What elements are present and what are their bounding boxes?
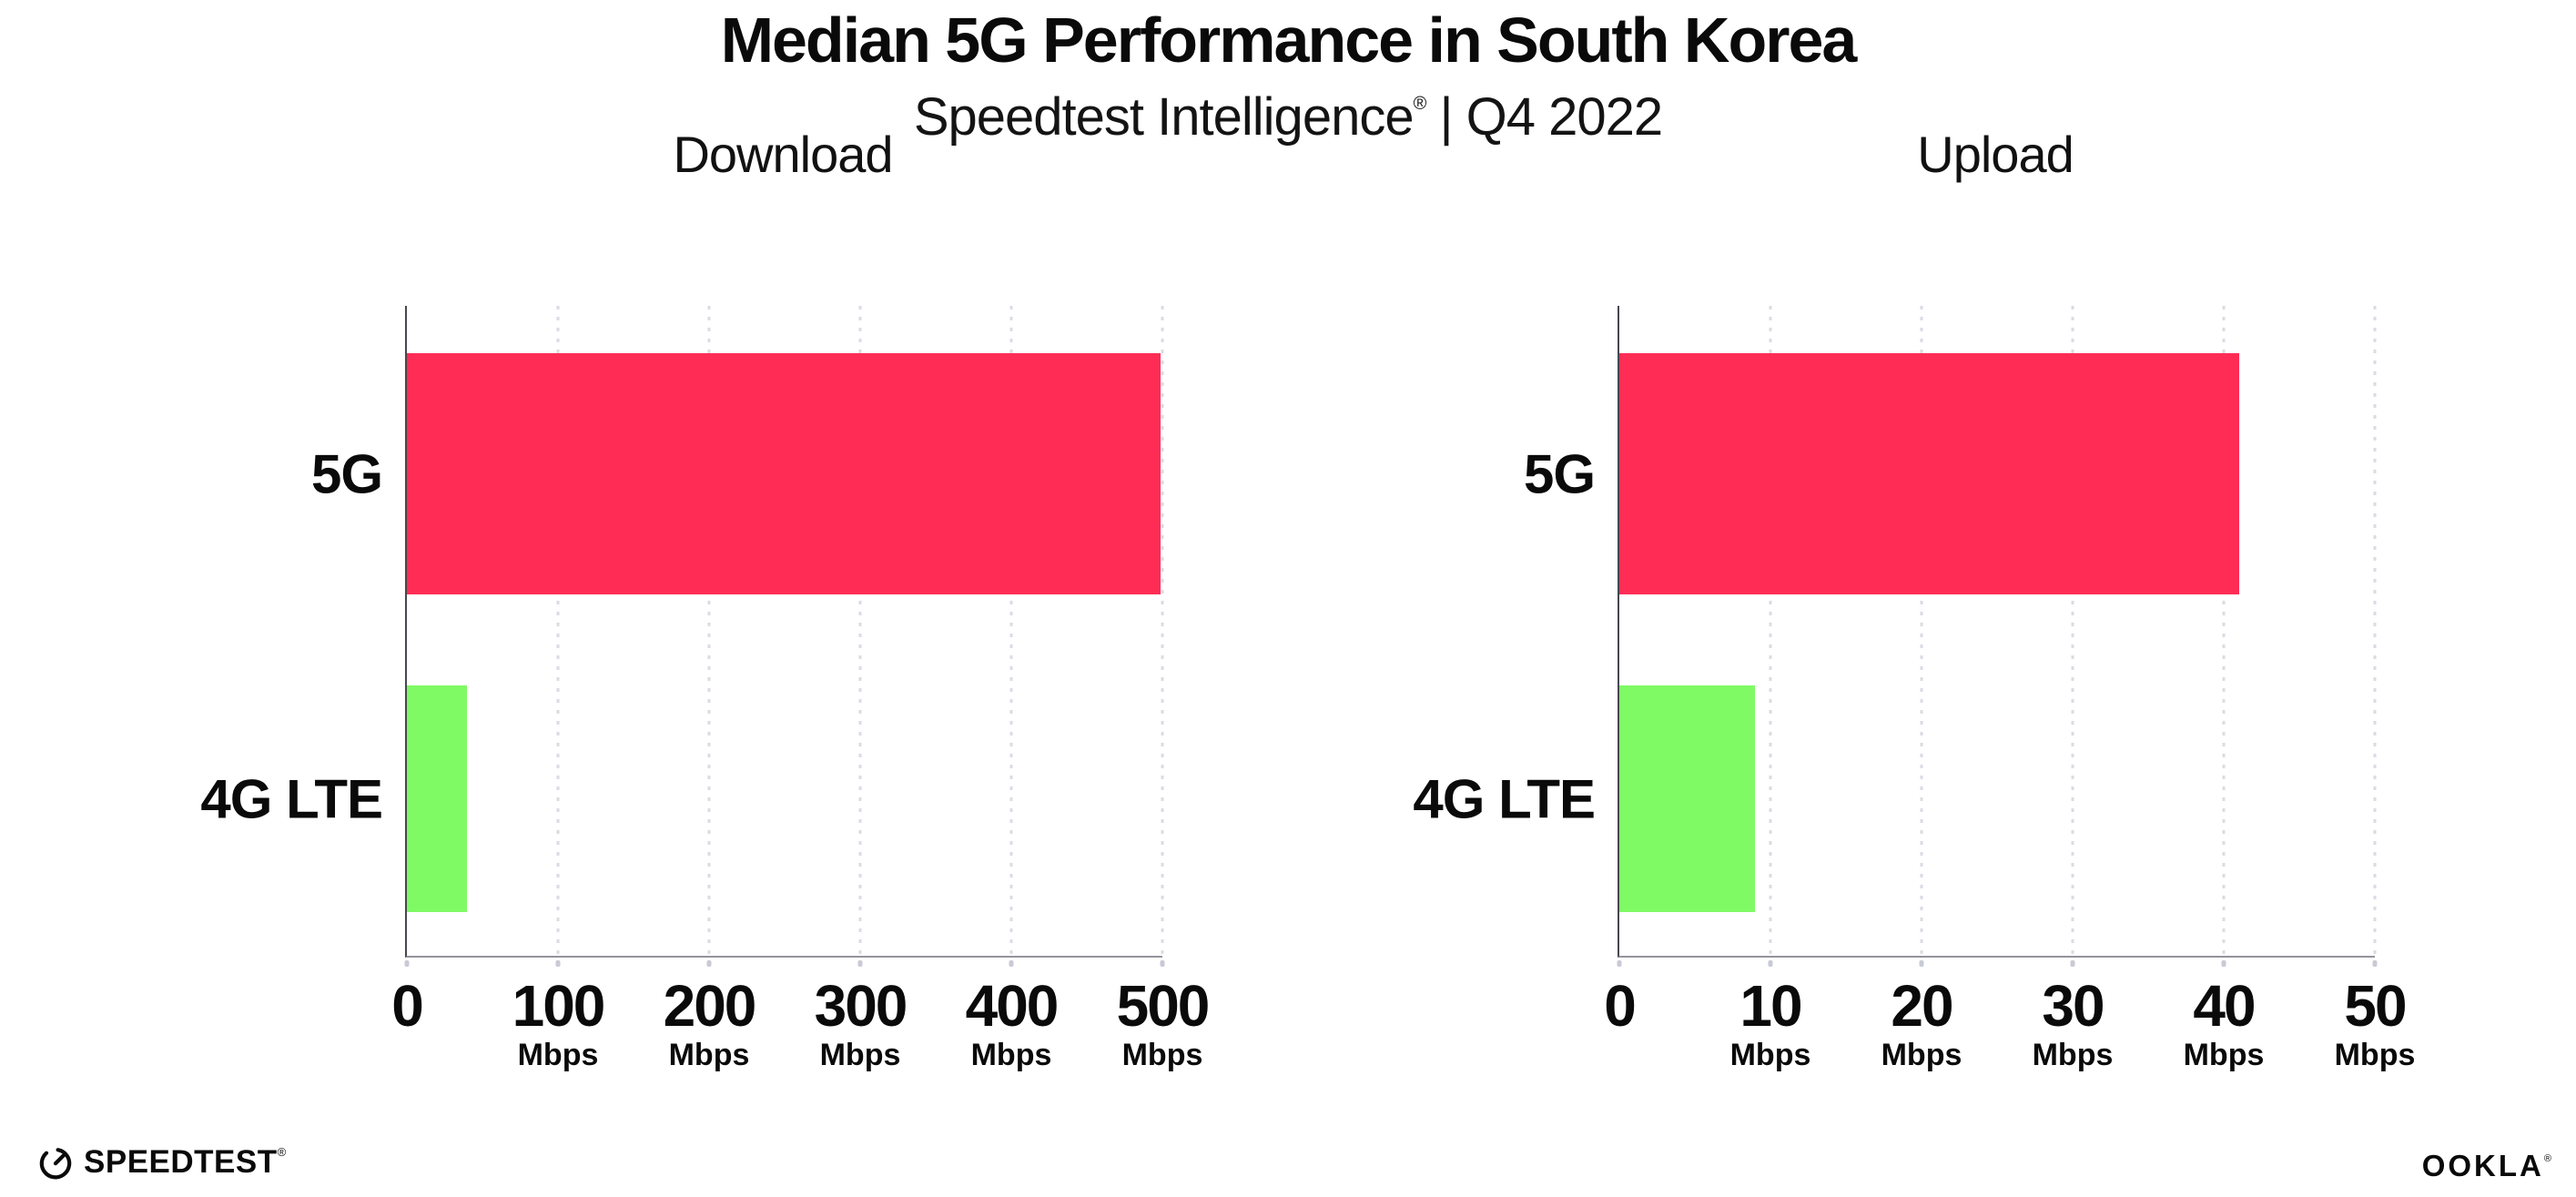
upload-plot-area: 0 10 Mbps 20 Mbps 30 Mbps 40 Mbps 50 Mbps — [1604, 306, 2415, 1072]
gridline — [1161, 306, 1164, 956]
gridline — [1009, 306, 1013, 956]
upload-chart: Upload 5G 4G LTE 0 10 Mbps 20 Mbps 30 Mbps 40 Mbp… — [1363, 126, 2415, 1073]
download-chart-body: 5G 4G LTE 0 100 Mbps 200 Mbps 300 Mbps 400 Mbps 50… — [137, 306, 1210, 1072]
axis-tick — [2221, 960, 2226, 967]
header: Median 5G Performance in South Korea Spe… — [0, 5, 2576, 147]
tick-label: 400 Mbps — [965, 973, 1060, 1072]
axis-tick — [2070, 960, 2075, 967]
gridline — [2222, 306, 2226, 956]
subtitle-brand: Speedtest Intelligence — [913, 87, 1415, 147]
tick-value: 100 — [512, 973, 606, 1039]
upload-chart-body: 5G 4G LTE 0 10 Mbps 20 Mbps 30 Mbps 40 Mbps 50 Mbps — [1363, 306, 2415, 1072]
tick-value: 200 — [663, 973, 757, 1039]
axis-tick — [2372, 960, 2378, 967]
tick-label: 0 — [391, 973, 424, 1039]
tick-value: 500 — [1116, 973, 1211, 1039]
tick-value: 300 — [814, 973, 908, 1039]
speedtest-registered-mark: ® — [277, 1145, 287, 1159]
tick-label: 200 Mbps — [663, 973, 757, 1072]
category-label-4g-lte: 4G LTE — [200, 768, 383, 829]
category-label-4g-lte: 4G LTE — [1413, 768, 1596, 829]
bar-4g-lte — [1619, 685, 1756, 912]
tick-value: 0 — [391, 973, 424, 1039]
bar-4g-lte — [407, 685, 468, 912]
tick-unit: Mbps — [2334, 1038, 2416, 1072]
tick-label: 300 Mbps — [814, 973, 908, 1072]
tick-label: 0 — [1604, 973, 1637, 1039]
tick-unit: Mbps — [970, 1038, 1052, 1072]
bar-5g — [407, 353, 1161, 594]
gridline — [858, 306, 862, 956]
tick-unit: Mbps — [2183, 1038, 2265, 1072]
axis-tick — [555, 960, 561, 967]
download-chart-title: Download — [673, 126, 893, 183]
axis-tick — [1009, 960, 1014, 967]
axis-tick — [404, 960, 410, 967]
tick-value: 400 — [965, 973, 1060, 1039]
gridline — [707, 306, 711, 956]
tick-value: 20 — [1891, 973, 1953, 1039]
category-label-5g: 5G — [1523, 443, 1596, 504]
upload-chart-title: Upload — [1917, 126, 2074, 183]
tick-value: 50 — [2344, 973, 2407, 1039]
axis-tick — [1160, 960, 1165, 967]
download-plot-area: 0 100 Mbps 200 Mbps 300 Mbps 400 Mbps 500 Mbps — [391, 306, 1210, 1072]
upload-category-axis: 5G 4G LTE — [1363, 306, 1618, 958]
tick-unit: Mbps — [1121, 1038, 1203, 1072]
download-chart: Download 5G 4G LTE 0 100 Mbps 200 Mbps 300 Mbps… — [137, 126, 1210, 1073]
tick-label: 40 Mbps — [2184, 976, 2265, 1072]
speedtest-gauge-icon — [36, 1143, 75, 1182]
ookla-registered-mark: ® — [2543, 1153, 2554, 1164]
page-subtitle: Speedtest Intelligence® | Q4 2022 — [0, 75, 2576, 147]
subtitle-period: | Q4 2022 — [1425, 87, 1663, 147]
page-title: Median 5G Performance in South Korea — [720, 5, 1858, 76]
gridline — [1920, 306, 1923, 956]
tick-label: 20 Mbps — [1881, 976, 1962, 1072]
tick-unit: Mbps — [2032, 1038, 2114, 1072]
tick-unit: Mbps — [1881, 1038, 1962, 1072]
gridline — [2373, 306, 2377, 956]
download-category-axis: 5G 4G LTE — [137, 306, 405, 958]
axis-tick — [706, 960, 712, 967]
tick-value: 0 — [1604, 973, 1637, 1039]
gridline — [556, 306, 560, 956]
axis-tick — [1919, 960, 1924, 967]
tick-label: 10 Mbps — [1730, 976, 1811, 1072]
axis-tick — [1768, 960, 1773, 967]
tick-label: 50 Mbps — [2335, 976, 2416, 1072]
gridline — [1769, 306, 1772, 956]
tick-value: 30 — [2042, 973, 2104, 1039]
registered-mark: ® — [1413, 94, 1427, 114]
tick-value: 10 — [1739, 973, 1802, 1039]
ookla-logo: OOKLA® — [2422, 1149, 2554, 1183]
tick-label: 100 Mbps — [512, 973, 606, 1072]
speedtest-logo: SPEEDTEST® — [36, 1143, 287, 1182]
tick-unit: Mbps — [517, 1038, 599, 1072]
ookla-logo-text: OOKLA® — [2421, 1149, 2554, 1182]
tick-unit: Mbps — [1729, 1038, 1811, 1072]
tick-value: 40 — [2193, 973, 2256, 1039]
tick-label: 30 Mbps — [2033, 976, 2114, 1072]
gridline — [2071, 306, 2074, 956]
axis-tick — [857, 960, 863, 967]
tick-unit: Mbps — [819, 1038, 901, 1072]
speedtest-logo-text: SPEEDTEST® — [84, 1144, 287, 1180]
category-label-5g: 5G — [310, 443, 383, 504]
tick-unit: Mbps — [668, 1038, 750, 1072]
axis-tick — [1617, 960, 1622, 967]
bar-5g — [1619, 353, 2239, 594]
tick-label: 500 Mbps — [1116, 973, 1211, 1072]
